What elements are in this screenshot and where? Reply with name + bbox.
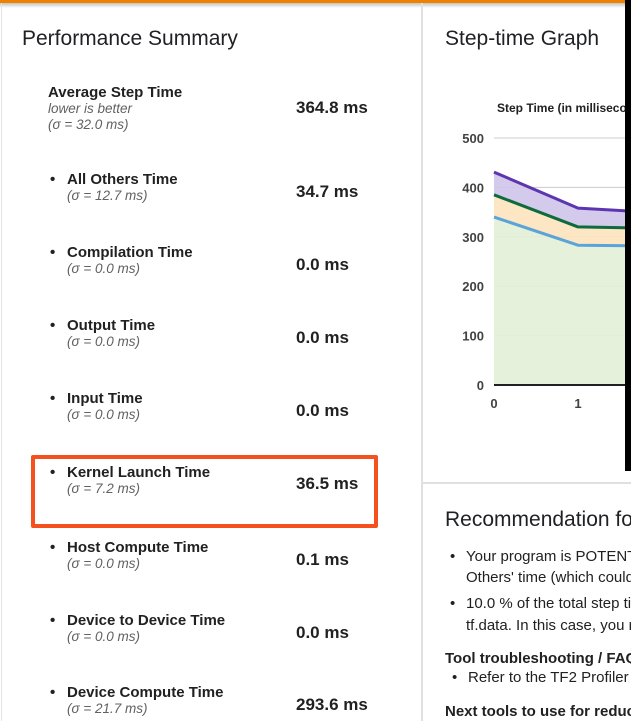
recommendation-bullet2-line1: 10.0 % of the total step time sampled is…: [466, 595, 631, 612]
perf-label: Input Time: [67, 390, 143, 407]
step-time-graph-title: Step-time Graph: [445, 27, 600, 50]
perf-value: 36.5 ms: [296, 474, 359, 493]
performance-summary-title: Performance Summary: [22, 27, 238, 50]
right-card-divider: [423, 482, 631, 484]
svg-text:0: 0: [490, 396, 497, 411]
svg-text:100: 100: [462, 329, 484, 344]
perf-label: Average Step Time: [48, 84, 183, 101]
left-card-edge: [1, 3, 2, 721]
faq-bullet-link[interactable]: Refer to the TF2 Profiler FAQ: [468, 669, 631, 686]
perf-value: 0.0 ms: [296, 328, 349, 347]
perf-label: Device to Device Time: [67, 612, 226, 629]
perf-label: Host Compute Time: [67, 539, 209, 556]
perf-label: Compilation Time: [67, 244, 193, 261]
perf-label: Device Compute Time: [67, 684, 224, 701]
bullet-icon: •: [50, 539, 56, 556]
perf-sigma: (σ = 21.7 ms): [67, 701, 148, 716]
bullet-icon: •: [50, 244, 56, 261]
perf-sigma: (σ = 0.0 ms): [67, 261, 141, 276]
perf-sigma: (σ = 0.0 ms): [67, 556, 141, 571]
perf-value: 364.8 ms: [296, 98, 368, 117]
kernel-launch-highlight-box: [31, 455, 378, 528]
perf-note: lower is better: [48, 101, 133, 116]
perf-value: 0.0 ms: [296, 401, 349, 420]
recommendation-bullet2-line2: tf.data. In this case, you may want to o…: [466, 617, 631, 634]
perf-value: 0.0 ms: [296, 623, 349, 642]
bullet-icon: •: [50, 171, 56, 188]
perf-label: Kernel Launch Time: [67, 464, 211, 481]
svg-text:500: 500: [462, 131, 484, 146]
right-edge-crop-strip: [625, 0, 631, 471]
perf-label: Output Time: [67, 317, 156, 334]
svg-text:300: 300: [462, 230, 484, 245]
perf-sigma: (σ = 0.0 ms): [67, 334, 141, 349]
perf-sigma: (σ = 32.0 ms): [48, 117, 129, 132]
faq-header: Tool troubleshooting / FAQ:: [445, 650, 631, 667]
perf-value: 0.1 ms: [296, 550, 349, 569]
bullet-icon: •: [50, 317, 56, 334]
bullet-icon: •: [50, 464, 56, 481]
perf-sigma: (σ = 12.7 ms): [67, 188, 148, 203]
next-tools-header: Next tools to use for reducing the input…: [445, 703, 631, 720]
recommendation-bullet1-line1: Your program is POTENTIALLY input-bound.…: [466, 548, 631, 565]
top-bar-shadow: [0, 3, 631, 8]
top-accent-bar: [0, 0, 631, 3]
perf-value: 293.6 ms: [296, 695, 368, 714]
perf-sigma: (σ = 0.0 ms): [67, 629, 141, 644]
svg-text:1: 1: [574, 396, 581, 411]
perf-value: 34.7 ms: [296, 182, 359, 201]
svg-text:400: 400: [462, 180, 484, 195]
bullet-icon: •: [450, 595, 456, 612]
bullet-icon: •: [450, 548, 456, 565]
bullet-icon: •: [50, 684, 56, 701]
bullet-icon: •: [50, 612, 56, 629]
svg-text:200: 200: [462, 279, 484, 294]
recommendation-title: Recommendation for Next Step: [445, 508, 631, 531]
perf-sigma: (σ = 0.0 ms): [67, 407, 141, 422]
chart-title: Step Time (in milliseconds): [497, 101, 631, 115]
recommendation-bullet1-line2: Others' time (which could be due to Pyth…: [466, 569, 631, 586]
step-time-chart: 0 100 200 300 400 500 0 1: [462, 131, 631, 411]
bullet-icon: •: [50, 390, 56, 407]
svg-text:0: 0: [477, 378, 484, 393]
card-gap-divider: [421, 3, 423, 721]
perf-value: 0.0 ms: [296, 255, 349, 274]
bullet-icon: •: [452, 669, 458, 686]
perf-sigma: (σ = 7.2 ms): [67, 481, 141, 496]
perf-label: All Others Time: [67, 171, 178, 188]
